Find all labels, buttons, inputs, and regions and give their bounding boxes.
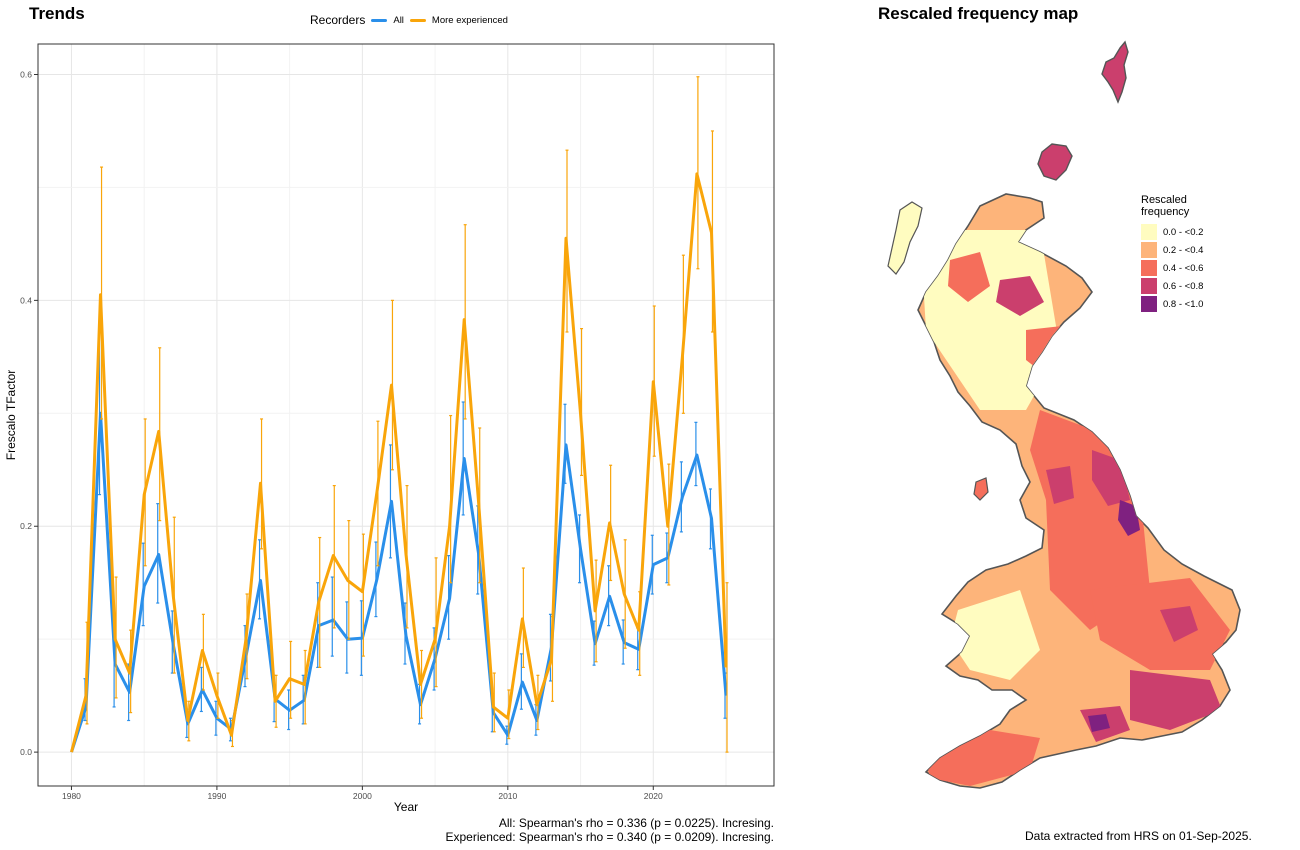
map-legend-title-line1: Rescaled (1141, 194, 1187, 206)
x-tick-label: 1990 (207, 791, 226, 801)
map-legend-swatch (1141, 224, 1157, 240)
axes: 1980 1990 2000 2010 2020 0.0 0.2 0.4 0.6 (20, 69, 663, 801)
trend-chart: 1980 1990 2000 2010 2020 0.0 0.2 0.4 0.6 Year Fr… (4, 43, 775, 814)
map-legend-label: 0.4 - <0.6 (1163, 262, 1204, 274)
map-legend-item: 0.6 - <0.8 (1141, 278, 1203, 294)
series-experienced (70, 76, 729, 753)
series-line (70, 172, 728, 753)
data-footnote: Data extracted from HRS on 01-Sep-2025. (1025, 829, 1252, 843)
y-tick-label: 0.6 (20, 69, 32, 79)
frequency-map (887, 40, 1241, 789)
map-legend-item: 0.2 - <0.4 (1141, 242, 1203, 258)
recorders-legend: Recorders All More experienced (310, 13, 508, 27)
stats-experienced: Experienced: Spearman's rho = 0.340 (p =… (445, 830, 775, 844)
y-tick-label: 0.4 (20, 295, 32, 305)
map-title: Rescaled frequency map (878, 4, 1079, 23)
map-legend-item: 0.0 - <0.2 (1141, 224, 1203, 240)
map-region-shetland (1101, 40, 1129, 104)
map-legend: Rescaled frequency 0.0 - <0.2 0.2 - <0.4 0… (1141, 194, 1203, 314)
y-axis-label: Frescalo TFactor (4, 370, 18, 460)
map-legend-title: Rescaled frequency (1141, 194, 1203, 218)
map-legend-swatch (1141, 260, 1157, 276)
map-region-hebrides (887, 201, 923, 275)
map-region-isle-of-man (973, 477, 989, 501)
map-legend-swatch (1141, 242, 1157, 258)
grid (38, 44, 774, 786)
y-tick-label: 0.2 (20, 521, 32, 531)
x-tick-label: 2010 (498, 791, 517, 801)
legend-swatch-all (371, 18, 388, 22)
y-tick-label: 0.0 (20, 747, 32, 757)
map-legend-swatch (1141, 296, 1157, 312)
legend-label-all: All (393, 14, 404, 26)
series (70, 76, 729, 753)
map-legend-swatch (1141, 278, 1157, 294)
trend-statistics: All: Spearman's rho = 0.336 (p = 0.0225)… (446, 816, 775, 844)
legend-title: Recorders (310, 13, 366, 27)
map-legend-label: 0.8 - <1.0 (1163, 298, 1204, 310)
x-tick-label: 1980 (62, 791, 81, 801)
stats-all: All: Spearman's rho = 0.336 (p = 0.0225)… (498, 816, 774, 830)
legend-label-experienced: More experienced (431, 14, 508, 26)
map-legend-label: 0.0 - <0.2 (1163, 226, 1204, 238)
map-legend-title-line2: frequency (1141, 206, 1190, 218)
map-fill-zones (920, 230, 1230, 786)
x-tick-label: 2000 (353, 791, 372, 801)
plot-panel (37, 43, 775, 787)
map-legend-item: 0.4 - <0.6 (1141, 260, 1203, 276)
map-region-orkney (1037, 143, 1073, 181)
x-axis-label: Year (394, 800, 418, 814)
map-legend-item: 0.8 - <1.0 (1141, 296, 1203, 312)
x-tick-label: 2020 (644, 791, 663, 801)
legend-swatch-experienced (409, 18, 426, 22)
trends-title: Trends (29, 4, 85, 23)
series-line (70, 411, 728, 753)
map-legend-label: 0.6 - <0.8 (1163, 280, 1204, 292)
map-legend-label: 0.2 - <0.4 (1163, 244, 1204, 256)
series-all (70, 329, 728, 753)
map-legend-rows: 0.0 - <0.2 0.2 - <0.4 0.4 - <0.6 0.6 - <0.8… (1141, 224, 1203, 312)
